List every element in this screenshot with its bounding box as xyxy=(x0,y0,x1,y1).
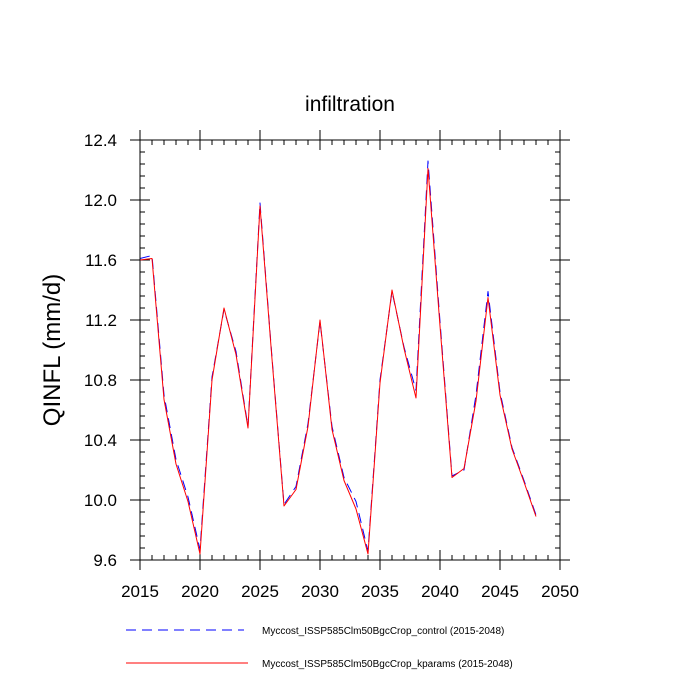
y-tick-label: 11.2 xyxy=(85,311,117,330)
x-tick-labels: 2015 2020 2025 2030 2035 2040 2045 2050 xyxy=(121,582,579,601)
x-tick-label: 2035 xyxy=(361,582,399,601)
chart-title: infiltration xyxy=(305,93,395,116)
minor-ticks xyxy=(140,140,560,560)
x-tick-label: 2045 xyxy=(481,582,519,601)
y-axis-label: QINFL (mm/d) xyxy=(39,274,66,426)
legend-label-kparams: Myccost_ISSP585Clm50BgcCrop_kparams (201… xyxy=(262,659,513,670)
x-tick-label: 2030 xyxy=(301,582,339,601)
legend: Myccost_ISSP585Clm50BgcCrop_control (201… xyxy=(126,626,513,670)
y-tick-label: 10.8 xyxy=(84,371,117,390)
x-tick-label: 2040 xyxy=(421,582,459,601)
y-tick-labels: 9.6 10.0 10.4 10.8 11.2 11.6 12.0 12.4 xyxy=(84,131,117,570)
y-tick-label: 12.0 xyxy=(84,191,117,210)
x-tick-label: 2020 xyxy=(181,582,219,601)
x-tick-label: 2025 xyxy=(241,582,279,601)
y-tick-label: 10.0 xyxy=(84,491,117,510)
y-tick-label: 12.4 xyxy=(84,131,117,150)
y-tick-label: 11.6 xyxy=(85,251,117,270)
series-line-kparams xyxy=(139,168,537,555)
legend-label-control: Myccost_ISSP585Clm50BgcCrop_control (201… xyxy=(262,626,504,637)
y-tick-label: 10.4 xyxy=(84,431,117,450)
x-tick-label: 2050 xyxy=(541,582,579,601)
x-tick-label: 2015 xyxy=(121,582,159,601)
series-lines xyxy=(139,160,537,555)
plot-frame xyxy=(139,139,561,561)
y-tick-label: 9.6 xyxy=(93,551,117,570)
